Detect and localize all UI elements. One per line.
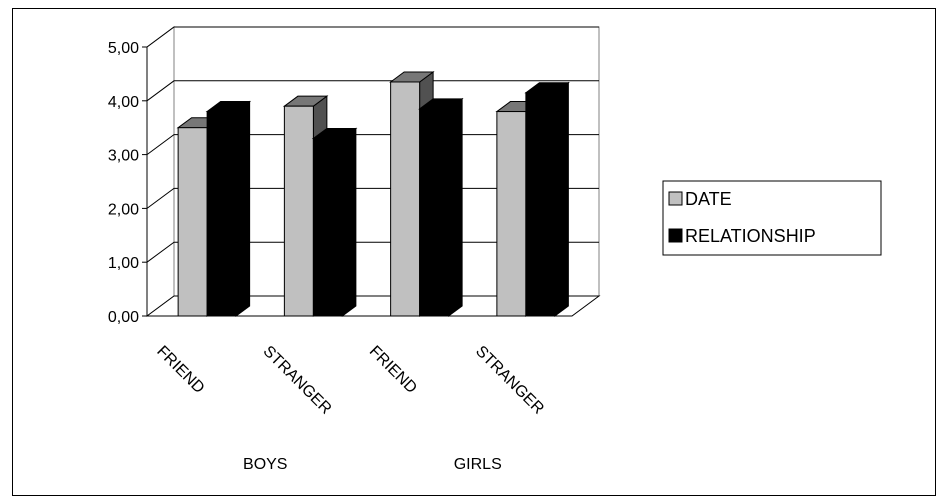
bar	[418, 97, 464, 317]
bar-front	[206, 111, 237, 317]
gridline	[146, 80, 599, 102]
y-tick-labels: 0,00 1,00 2,00 3,00 4,00 5,00	[108, 40, 139, 326]
legend-box	[662, 180, 882, 256]
axes	[142, 46, 148, 317]
side-wall	[146, 26, 175, 317]
bar-front	[312, 137, 343, 317]
legend-label: DATE	[685, 189, 732, 209]
bar-side	[554, 81, 569, 317]
bar-front	[177, 127, 208, 317]
gridline	[146, 26, 599, 48]
legend-label: RELATIONSHIP	[685, 226, 816, 246]
y-tick-label: 5,00	[108, 40, 139, 57]
bar-front	[283, 105, 314, 317]
legend-swatch	[668, 191, 683, 206]
legend: DATE RELATIONSHIP	[662, 180, 882, 256]
group-labels: BOYS GIRLS	[243, 456, 502, 473]
x-tick-label: STRANGER	[472, 343, 547, 418]
bar-side	[448, 97, 463, 317]
legend-swatch	[668, 228, 683, 243]
group-label: GIRLS	[454, 456, 502, 473]
x-tick-label: FRIEND	[366, 343, 420, 397]
y-tick-label: 2,00	[108, 201, 139, 218]
bar-front	[496, 111, 527, 317]
bar-side	[235, 100, 251, 317]
bar-front	[525, 92, 556, 317]
bar	[205, 100, 252, 317]
bar-front	[390, 81, 421, 317]
x-tick-label: FRIEND	[153, 343, 207, 397]
y-tick-label: 4,00	[108, 94, 139, 111]
bar	[524, 81, 570, 317]
y-tick-label: 0,00	[108, 309, 139, 326]
y-tick-label: 1,00	[108, 255, 139, 272]
group-label: BOYS	[243, 456, 287, 473]
bar-side	[341, 127, 357, 317]
x-tick-labels: FRIEND STRANGER FRIEND STRANGER	[153, 343, 547, 418]
bar-front	[419, 108, 450, 317]
bar	[311, 127, 358, 317]
y-tick-label: 3,00	[108, 148, 139, 165]
bars	[176, 70, 570, 317]
x-tick-label: STRANGER	[260, 343, 335, 418]
